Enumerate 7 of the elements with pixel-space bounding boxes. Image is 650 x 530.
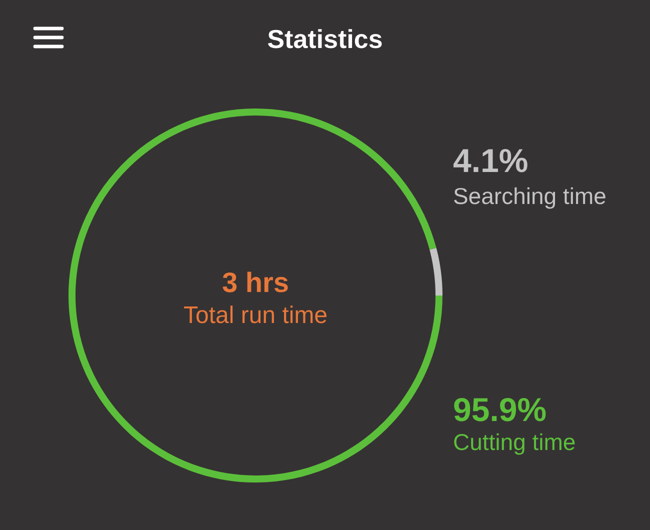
slice-label: Searching time xyxy=(454,187,606,209)
data-label: 95.9% xyxy=(454,398,546,422)
text: Total run time xyxy=(184,306,326,324)
chart-title: Statistics xyxy=(268,29,382,48)
text: 3 hrs xyxy=(222,272,288,292)
slice-label: Cutting time xyxy=(454,433,575,455)
data-label: 4.1% xyxy=(454,149,528,172)
